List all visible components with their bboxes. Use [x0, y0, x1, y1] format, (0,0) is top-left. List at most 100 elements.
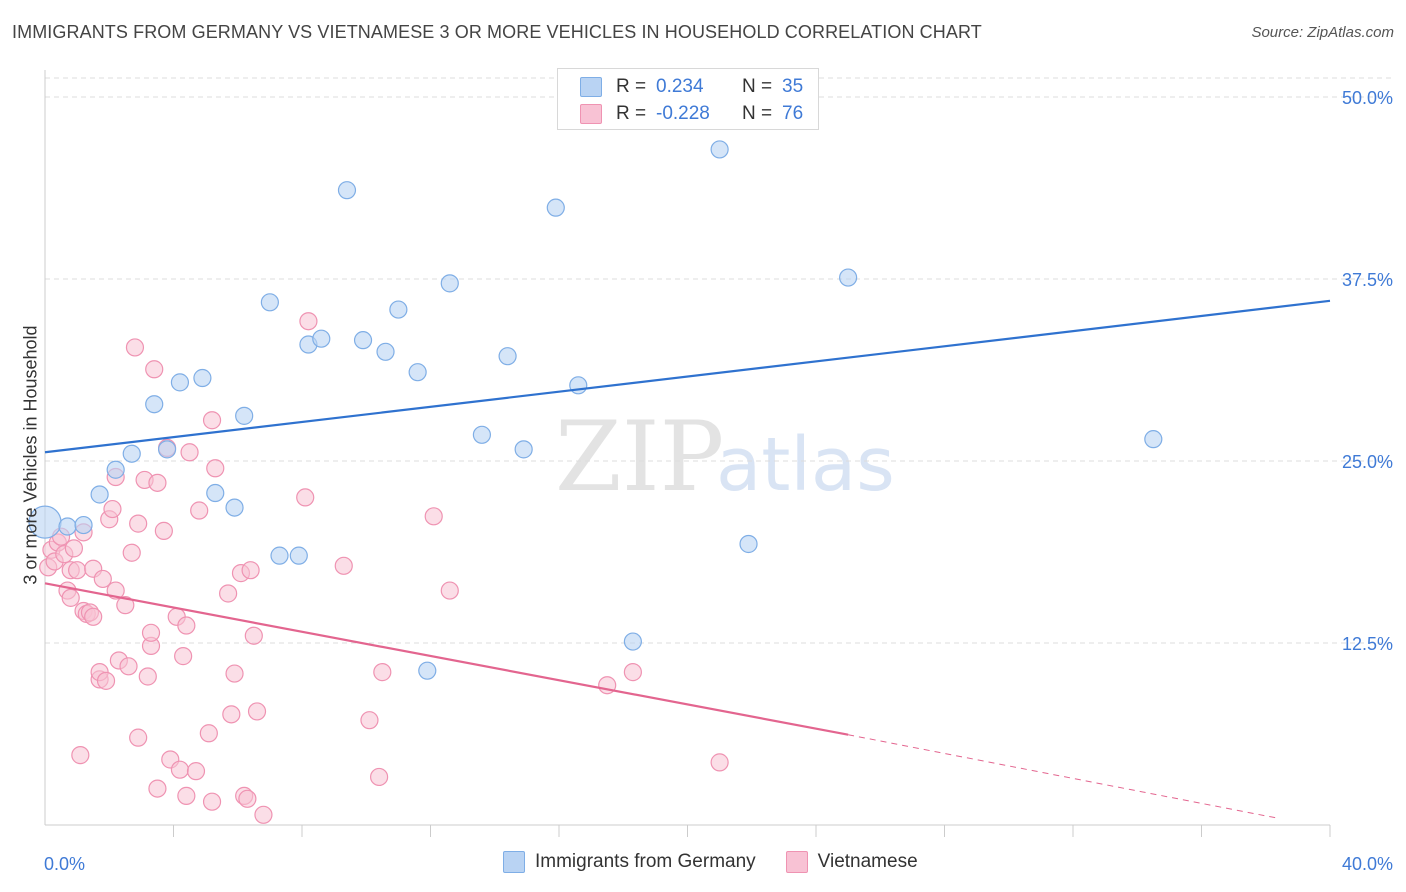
legend-row-germany: R = 0.234 N = 35: [580, 75, 803, 99]
germany-point: [739, 534, 758, 554]
y-tick-label: 25.0%: [1342, 452, 1393, 472]
germany-point: [514, 440, 533, 459]
legend-r-value-vietnamese: -0.228: [656, 103, 710, 124]
legend-r-label: R =: [616, 76, 647, 97]
germany-point: [353, 331, 373, 350]
vietnamese-point: [299, 312, 318, 331]
legend-swatch-vietnamese: [785, 851, 808, 873]
germany-point: [376, 342, 395, 361]
legend-label-germany: Immigrants from Germany: [535, 851, 756, 872]
legend-n-value-germany: 35: [782, 76, 804, 97]
vietnamese-point: [225, 664, 244, 683]
legend-swatch-germany: [503, 851, 525, 873]
germany-point: [260, 293, 279, 312]
vietnamese-point: [93, 569, 112, 589]
vietnamese-point: [370, 767, 389, 787]
germany-point: [145, 395, 164, 414]
germany-point: [58, 517, 77, 536]
germany-point: [710, 140, 729, 159]
vietnamese-point: [125, 338, 145, 357]
vietnamese-point: [424, 507, 443, 526]
vietnamese-point: [222, 705, 241, 724]
legend-n-label: N =: [742, 76, 773, 97]
vietnamese-point: [141, 623, 161, 642]
vietnamese-point: [238, 789, 257, 808]
y-tick-label: 12.5%: [1342, 634, 1393, 654]
germany-point: [74, 515, 93, 535]
vietnamese-point: [199, 724, 218, 743]
germany-point: [170, 373, 190, 392]
vietnamese-point: [190, 501, 209, 520]
vietnamese-point: [96, 671, 116, 690]
legend-item-germany[interactable]: Immigrants from Germany: [503, 851, 756, 873]
vietnamese-point: [71, 746, 90, 765]
vietnamese-point: [247, 702, 267, 721]
vietnamese-trend-extension: [848, 734, 1276, 819]
legend-r-value-germany: 0.234: [656, 76, 704, 97]
germany-point: [472, 425, 491, 444]
watermark-zip: ZIP: [555, 401, 724, 513]
germany-point: [440, 274, 459, 293]
germany-point: [498, 347, 517, 366]
chart-title: IMMIGRANTS FROM GERMANY VS VIETNAMESE 3 …: [12, 22, 982, 42]
vietnamese-point: [219, 584, 238, 603]
x-tick-label: 0.0%: [44, 854, 85, 874]
germany-point: [546, 198, 565, 217]
germany-point: [270, 546, 289, 565]
vietnamese-point: [154, 521, 173, 540]
watermark-atlas: atlas: [716, 422, 895, 508]
legend-n-label: N =: [742, 103, 773, 124]
germany-point: [569, 376, 588, 395]
vietnamese-point: [180, 443, 199, 462]
vietnamese-point: [84, 607, 103, 626]
germany-point: [337, 181, 357, 200]
germany-point: [235, 406, 254, 425]
vietnamese-point: [148, 779, 167, 798]
vietnamese-point: [373, 663, 392, 682]
germany-point: [90, 485, 109, 504]
vietnamese-point: [623, 663, 642, 682]
vietnamese-point: [122, 543, 141, 562]
vietnamese-point: [710, 753, 729, 772]
germany-point: [289, 546, 308, 565]
vietnamese-point: [202, 411, 222, 430]
y-tick-label: 50.0%: [1342, 88, 1393, 108]
x-tick-label: 40.0%: [1342, 854, 1393, 874]
vietnamese-point: [116, 596, 135, 615]
vietnamese-point: [360, 711, 379, 730]
vietnamese-point: [148, 473, 167, 492]
vietnamese-point: [186, 762, 206, 781]
vietnamese-point: [296, 488, 315, 507]
legend-swatch-vietnamese: [580, 104, 602, 124]
germany-point: [1144, 430, 1163, 449]
vietnamese-point: [202, 792, 222, 811]
vietnamese-point: [64, 539, 84, 558]
vietnamese-point: [254, 805, 273, 824]
germany-point: [839, 268, 858, 287]
germany-point: [122, 444, 141, 463]
germany-point: [193, 368, 212, 388]
legend-label-vietnamese: Vietnamese: [817, 851, 918, 872]
legend-r-label: R =: [616, 103, 647, 124]
vietnamese-point: [174, 647, 193, 666]
germany-point: [157, 440, 177, 459]
vietnamese-point: [440, 581, 459, 600]
vietnamese-point: [138, 667, 157, 686]
vietnamese-point: [241, 561, 260, 580]
vietnamese-point: [68, 561, 87, 580]
vietnamese-point: [61, 588, 80, 607]
source-label: Source: ZipAtlas.com: [1251, 24, 1394, 41]
vietnamese-point: [170, 760, 190, 779]
legend-item-vietnamese[interactable]: Vietnamese: [785, 851, 918, 873]
germany-point: [418, 661, 437, 680]
legend-n-value-vietnamese: 76: [782, 103, 804, 124]
germany-point: [408, 363, 427, 382]
germany-point: [312, 329, 331, 348]
legend-swatch-germany: [580, 77, 602, 97]
germany-point: [225, 498, 244, 517]
vietnamese-trend-line: [44, 582, 849, 736]
vietnamese-point: [334, 556, 353, 575]
germany-point: [389, 300, 408, 319]
vietnamese-point: [206, 459, 225, 478]
